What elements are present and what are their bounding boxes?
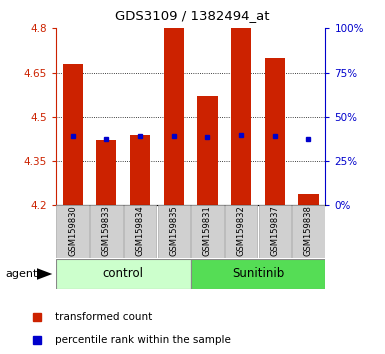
Text: GSM159834: GSM159834 [136,205,144,256]
Text: GSM159838: GSM159838 [304,205,313,256]
Bar [292,205,325,258]
Bar [231,17,251,205]
Bar [191,205,224,258]
Bar [124,205,156,258]
Text: GSM159832: GSM159832 [237,205,246,256]
Text: percentile rank within the sample: percentile rank within the sample [55,335,231,346]
Bar [225,205,257,258]
Bar [57,205,89,258]
Text: transformed count: transformed count [55,312,152,322]
Text: GSM159835: GSM159835 [169,205,178,256]
Bar [130,135,150,205]
Bar [265,58,285,205]
Bar [56,259,191,289]
Bar [298,194,318,205]
Text: GSM159833: GSM159833 [102,205,111,256]
Bar [96,141,116,205]
Polygon shape [37,268,52,280]
Text: GSM159837: GSM159837 [270,205,279,256]
Bar [197,96,218,205]
Text: GDS3109 / 1382494_at: GDS3109 / 1382494_at [115,9,270,22]
Text: GSM159830: GSM159830 [68,205,77,256]
Bar [164,17,184,205]
Text: control: control [103,268,144,280]
Text: agent: agent [6,269,38,279]
Text: Sunitinib: Sunitinib [232,268,284,280]
Text: GSM159831: GSM159831 [203,205,212,256]
Bar [90,205,122,258]
Bar [157,205,190,258]
Bar [259,205,291,258]
Bar [62,64,83,205]
Bar [191,259,325,289]
